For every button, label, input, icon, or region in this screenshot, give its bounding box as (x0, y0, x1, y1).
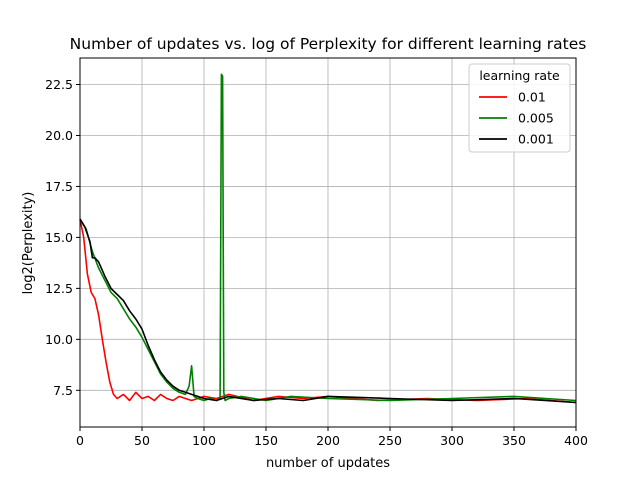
x-tick-label: 50 (134, 433, 150, 448)
y-tick-label: 22.5 (45, 77, 73, 92)
series-line-1 (79, 73, 577, 402)
x-tick-label: 400 (564, 433, 588, 448)
y-tick-label: 10.0 (45, 332, 73, 347)
y-tick-label: 15.0 (45, 230, 73, 245)
y-tick-label: 7.5 (53, 383, 73, 398)
legend-label-1: 0.005 (518, 111, 554, 126)
x-axis-label: number of updates (266, 456, 390, 471)
x-tick-label: 150 (254, 433, 278, 448)
x-tick-label: 250 (378, 433, 402, 448)
y-axis-label: log2(Perplexity) (21, 192, 36, 295)
x-tick-label: 100 (192, 433, 216, 448)
x-tick-label: 350 (502, 433, 526, 448)
legend-title: learning rate (479, 68, 560, 83)
y-tick-label: 20.0 (45, 128, 73, 143)
x-tick-label: 200 (316, 433, 340, 448)
y-tick-label: 12.5 (45, 281, 73, 296)
legend: learning rate 0.01 0.005 0.001 (468, 63, 571, 153)
legend-label-0: 0.01 (518, 90, 546, 105)
chart-title: Number of updates vs. log of Perplexity … (70, 35, 587, 53)
series-line-2 (79, 218, 577, 404)
legend-box (468, 63, 571, 153)
legend-label-2: 0.001 (518, 132, 554, 147)
x-tick-label: 300 (440, 433, 464, 448)
x-tick-label: 0 (76, 433, 84, 448)
y-tick-label: 17.5 (45, 179, 73, 194)
